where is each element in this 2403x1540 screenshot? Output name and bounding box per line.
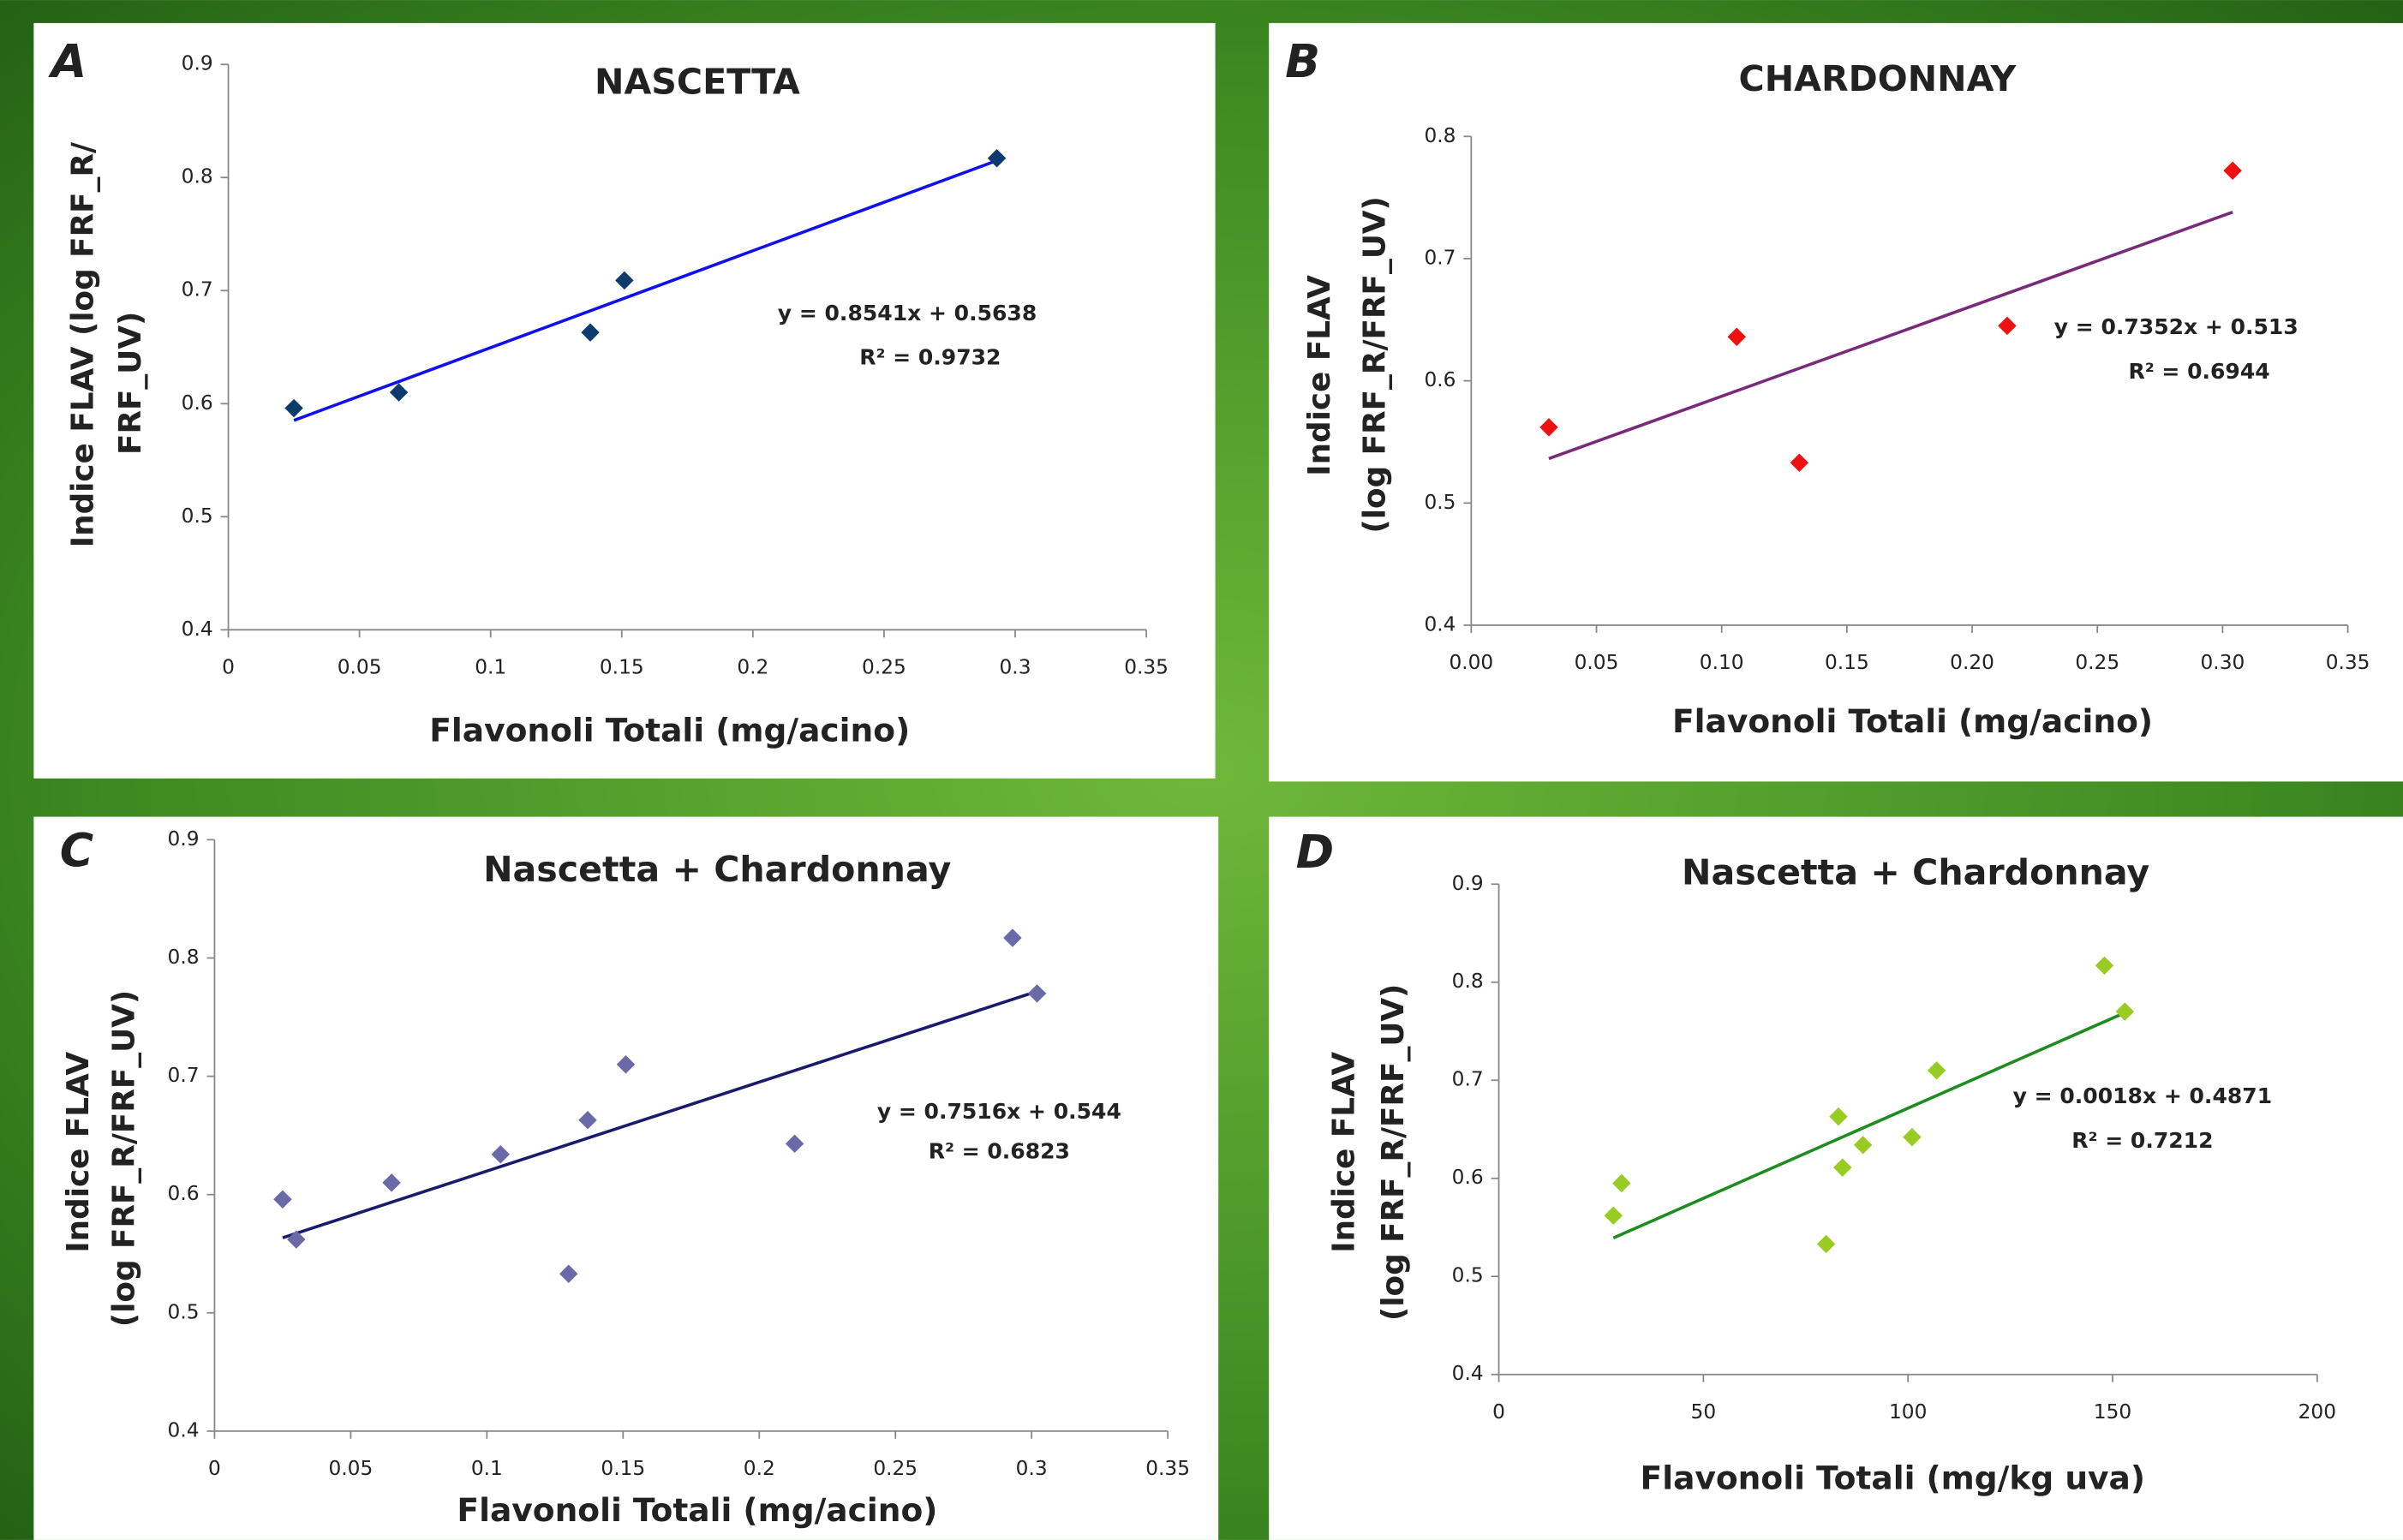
x-tick-label: 0.30 xyxy=(2201,651,2245,674)
x-tick-label: 0.35 xyxy=(1145,1457,1190,1480)
x-tick-label: 200 xyxy=(2298,1400,2336,1424)
y-tick-label: 0.4 xyxy=(182,618,213,641)
y-tick-label: 0.7 xyxy=(168,1064,200,1087)
x-axis-label: Flavonoli Totali (mg/acino) xyxy=(1672,702,2153,740)
page: {"chart_data": [ {"type": "scatter", "pa… xyxy=(0,0,2403,1540)
panel-letter: B xyxy=(1285,34,1320,88)
x-tick-label: 0.35 xyxy=(1124,656,1169,679)
chart-title: NASCETTA xyxy=(595,61,800,102)
y-tick-label: 0.6 xyxy=(1424,368,1456,391)
y-tick-label: 0.4 xyxy=(1424,612,1456,636)
panel-letter: A xyxy=(48,34,87,88)
y-tick-label: 0.8 xyxy=(182,165,213,188)
r-squared: R² = 0.7212 xyxy=(2071,1128,2213,1153)
chart-title: CHARDONNAY xyxy=(1739,58,2017,99)
y-tick-label: 0.4 xyxy=(168,1418,200,1442)
y-tick-label: 0.5 xyxy=(182,504,213,528)
y-axis-label: Indice FLAV (log FRF_R/ xyxy=(65,141,100,547)
y-axis-label: Indice FLAV xyxy=(1327,1052,1362,1253)
y-tick-label: 0.5 xyxy=(1424,491,1456,514)
x-tick-label: 0.25 xyxy=(2075,651,2119,674)
x-tick-label: 0.15 xyxy=(601,1457,645,1480)
x-axis-label: Flavonoli Totali (mg/acino) xyxy=(457,1491,937,1529)
y-tick-label: 0.9 xyxy=(1452,872,1484,895)
r-squared: R² = 0.9732 xyxy=(859,345,1001,370)
x-tick-label: 0.15 xyxy=(600,656,644,679)
equation: y = 0.8541x + 0.5638 xyxy=(778,301,1037,325)
y-tick-label: 0.8 xyxy=(1424,124,1456,147)
y-axis-label: FRF_UV) xyxy=(113,312,148,455)
y-tick-label: 0.6 xyxy=(1452,1166,1484,1189)
y-tick-label: 0.4 xyxy=(1452,1362,1484,1385)
x-tick-label: 0 xyxy=(222,656,235,679)
r-squared: R² = 0.6944 xyxy=(2128,359,2269,384)
x-tick-label: 0.1 xyxy=(475,656,506,679)
y-axis-label: Indice FLAV xyxy=(61,1052,96,1253)
y-tick-label: 0.7 xyxy=(1452,1068,1484,1091)
equation: y = 0.7352x + 0.513 xyxy=(2054,314,2298,339)
chart-title: Nascetta + Chardonnay xyxy=(1682,852,2149,893)
y-tick-label: 0.7 xyxy=(1424,246,1456,269)
x-tick-label: 50 xyxy=(1691,1400,1717,1424)
y-tick-label: 0.8 xyxy=(168,946,200,969)
x-tick-label: 0.10 xyxy=(1700,651,1744,674)
x-tick-label: 0.3 xyxy=(1016,1457,1048,1480)
x-tick-label: 0.3 xyxy=(1000,656,1031,679)
x-tick-label: 0.2 xyxy=(744,1457,775,1480)
y-axis-label: (log FRF_R/FRF_UV) xyxy=(1357,196,1392,533)
x-axis-label: Flavonoli Totali (mg/kg uva) xyxy=(1641,1459,2145,1497)
y-axis-label: Indice FLAV xyxy=(1302,275,1337,476)
x-tick-label: 0.05 xyxy=(329,1457,374,1480)
y-tick-label: 0.8 xyxy=(1452,970,1484,993)
equation: y = 0.0018x + 0.4871 xyxy=(2013,1083,2272,1108)
chart-title: Nascetta + Chardonnay xyxy=(483,849,951,890)
x-tick-label: 0.00 xyxy=(1449,651,1493,674)
y-axis-label: (log FRF_R/FRF_UV) xyxy=(1376,984,1411,1321)
y-axis-label: (log FRF_R/FRF_UV) xyxy=(107,990,142,1327)
y-tick-label: 0.9 xyxy=(168,827,200,851)
x-tick-label: 0 xyxy=(1492,1400,1505,1424)
x-tick-label: 0.35 xyxy=(2326,651,2370,674)
x-tick-label: 150 xyxy=(2094,1400,2131,1424)
y-tick-label: 0.6 xyxy=(168,1182,200,1205)
y-tick-label: 0.6 xyxy=(182,391,213,415)
panel xyxy=(1269,817,2403,1540)
x-tick-label: 0.05 xyxy=(338,656,382,679)
figure: A NASCETTA Flavonoli Totali (mg/acino) Indi… xyxy=(0,0,2403,1540)
x-tick-label: 0.20 xyxy=(1950,651,1994,674)
panel-letter: D xyxy=(1296,825,1335,879)
x-axis-label: Flavonoli Totali (mg/acino) xyxy=(429,712,910,749)
equation: y = 0.7516x + 0.544 xyxy=(877,1099,1121,1124)
x-tick-label: 0 xyxy=(208,1457,221,1480)
panel-letter: C xyxy=(60,823,93,877)
y-tick-label: 0.7 xyxy=(182,278,213,301)
x-tick-label: 0.15 xyxy=(1825,651,1869,674)
x-tick-label: 100 xyxy=(1889,1400,1927,1424)
y-tick-label: 0.5 xyxy=(1452,1264,1484,1287)
x-tick-label: 0.2 xyxy=(737,656,768,679)
y-tick-label: 0.9 xyxy=(182,52,213,75)
x-tick-label: 0.25 xyxy=(873,1457,918,1480)
r-squared: R² = 0.6823 xyxy=(929,1138,1070,1163)
x-tick-label: 0.1 xyxy=(471,1457,503,1480)
x-tick-label: 0.25 xyxy=(862,656,906,679)
x-tick-label: 0.05 xyxy=(1575,651,1619,674)
y-tick-label: 0.5 xyxy=(168,1300,200,1323)
